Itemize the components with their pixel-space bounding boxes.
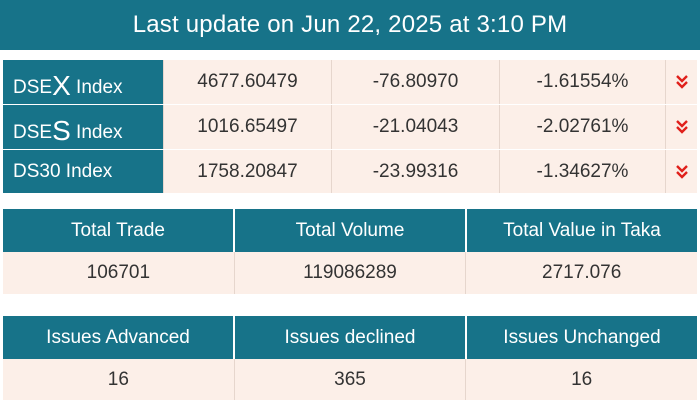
issues-advanced-value: 16 — [107, 369, 129, 390]
trade-summary-header: Total Trade Total Volume Total Value in … — [3, 209, 697, 252]
index-percent: -2.02761% — [499, 105, 665, 149]
index-value: 1758.20847 — [163, 150, 331, 193]
total-volume-header: Total Volume — [233, 209, 465, 252]
index-name-ds30: DS30 Index — [3, 150, 163, 193]
index-percent: -1.34627% — [499, 150, 665, 193]
index-value: 4677.60479 — [163, 60, 331, 104]
total-trade-value: 106701 — [86, 262, 151, 283]
last-update-text: Last update on Jun 22, 2025 at 3:10 PM — [132, 11, 568, 38]
issues-summary-table: Issues Advanced Issues declined Issues U… — [3, 316, 697, 400]
index-value: 1016.65497 — [163, 105, 331, 149]
index-row-dses: DSE S Index 1016.65497 -21.04043 -2.02761… — [3, 105, 697, 149]
index-change: -21.04043 — [331, 105, 499, 149]
total-volume-value: 119086289 — [233, 252, 466, 294]
issues-summary-header: Issues Advanced Issues declined Issues U… — [3, 316, 697, 359]
total-value-taka: 2717.076 — [465, 252, 697, 294]
index-change: -76.80970 — [331, 60, 499, 104]
double-chevron-down-icon — [665, 150, 697, 193]
issues-unchanged-header: Issues Unchanged — [465, 316, 697, 359]
last-update-banner: Last update on Jun 22, 2025 at 3:10 PM — [0, 0, 700, 50]
issues-unchanged-value: 16 — [465, 359, 697, 400]
index-table: DSE X Index 4677.60479 -76.80970 -1.61554… — [3, 60, 697, 194]
index-row-ds30: DS30 Index 1758.20847 -23.99316 -1.34627… — [3, 150, 697, 193]
issues-summary-values: 16 365 16 — [3, 359, 697, 400]
total-value-header: Total Value in Taka — [465, 209, 697, 252]
index-row-dsex: DSE X Index 4677.60479 -76.80970 -1.61554… — [3, 60, 697, 104]
index-name-dses: DSE S Index — [3, 105, 163, 149]
issues-advanced-header: Issues Advanced — [46, 326, 190, 348]
issues-declined-value: 365 — [233, 359, 466, 400]
issues-declined-header: Issues declined — [233, 316, 465, 359]
trade-summary-values: 106701 119086289 2717.076 — [3, 252, 697, 294]
index-change: -23.99316 — [331, 150, 499, 193]
double-chevron-down-icon — [665, 105, 697, 149]
total-trade-header: Total Trade — [71, 219, 165, 241]
trade-summary-table: Total Trade Total Volume Total Value in … — [3, 209, 697, 294]
index-percent: -1.61554% — [499, 60, 665, 104]
index-name-dsex: DSE X Index — [3, 60, 163, 104]
double-chevron-down-icon — [665, 60, 697, 104]
